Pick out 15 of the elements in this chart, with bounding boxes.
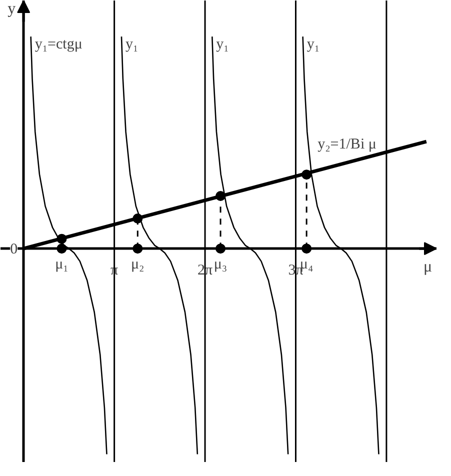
x-axis-title: μ xyxy=(424,258,432,276)
annotation: y₁=ctgμ xyxy=(34,36,82,53)
point xyxy=(302,170,312,180)
annotation: y₁ xyxy=(306,36,320,53)
annotation: y₁ xyxy=(216,36,229,53)
point xyxy=(216,191,226,201)
annotation: 0 xyxy=(10,242,18,258)
y-axis-title: y xyxy=(8,0,16,18)
annotation: y₁ xyxy=(125,36,138,53)
annotation: μ₂ xyxy=(131,256,144,273)
point xyxy=(56,234,67,244)
annotation: μ₁ xyxy=(55,256,68,273)
annotation: y₂=1/Bi μ xyxy=(318,136,376,153)
point xyxy=(132,213,143,224)
annotation: μ₃ xyxy=(214,256,228,273)
